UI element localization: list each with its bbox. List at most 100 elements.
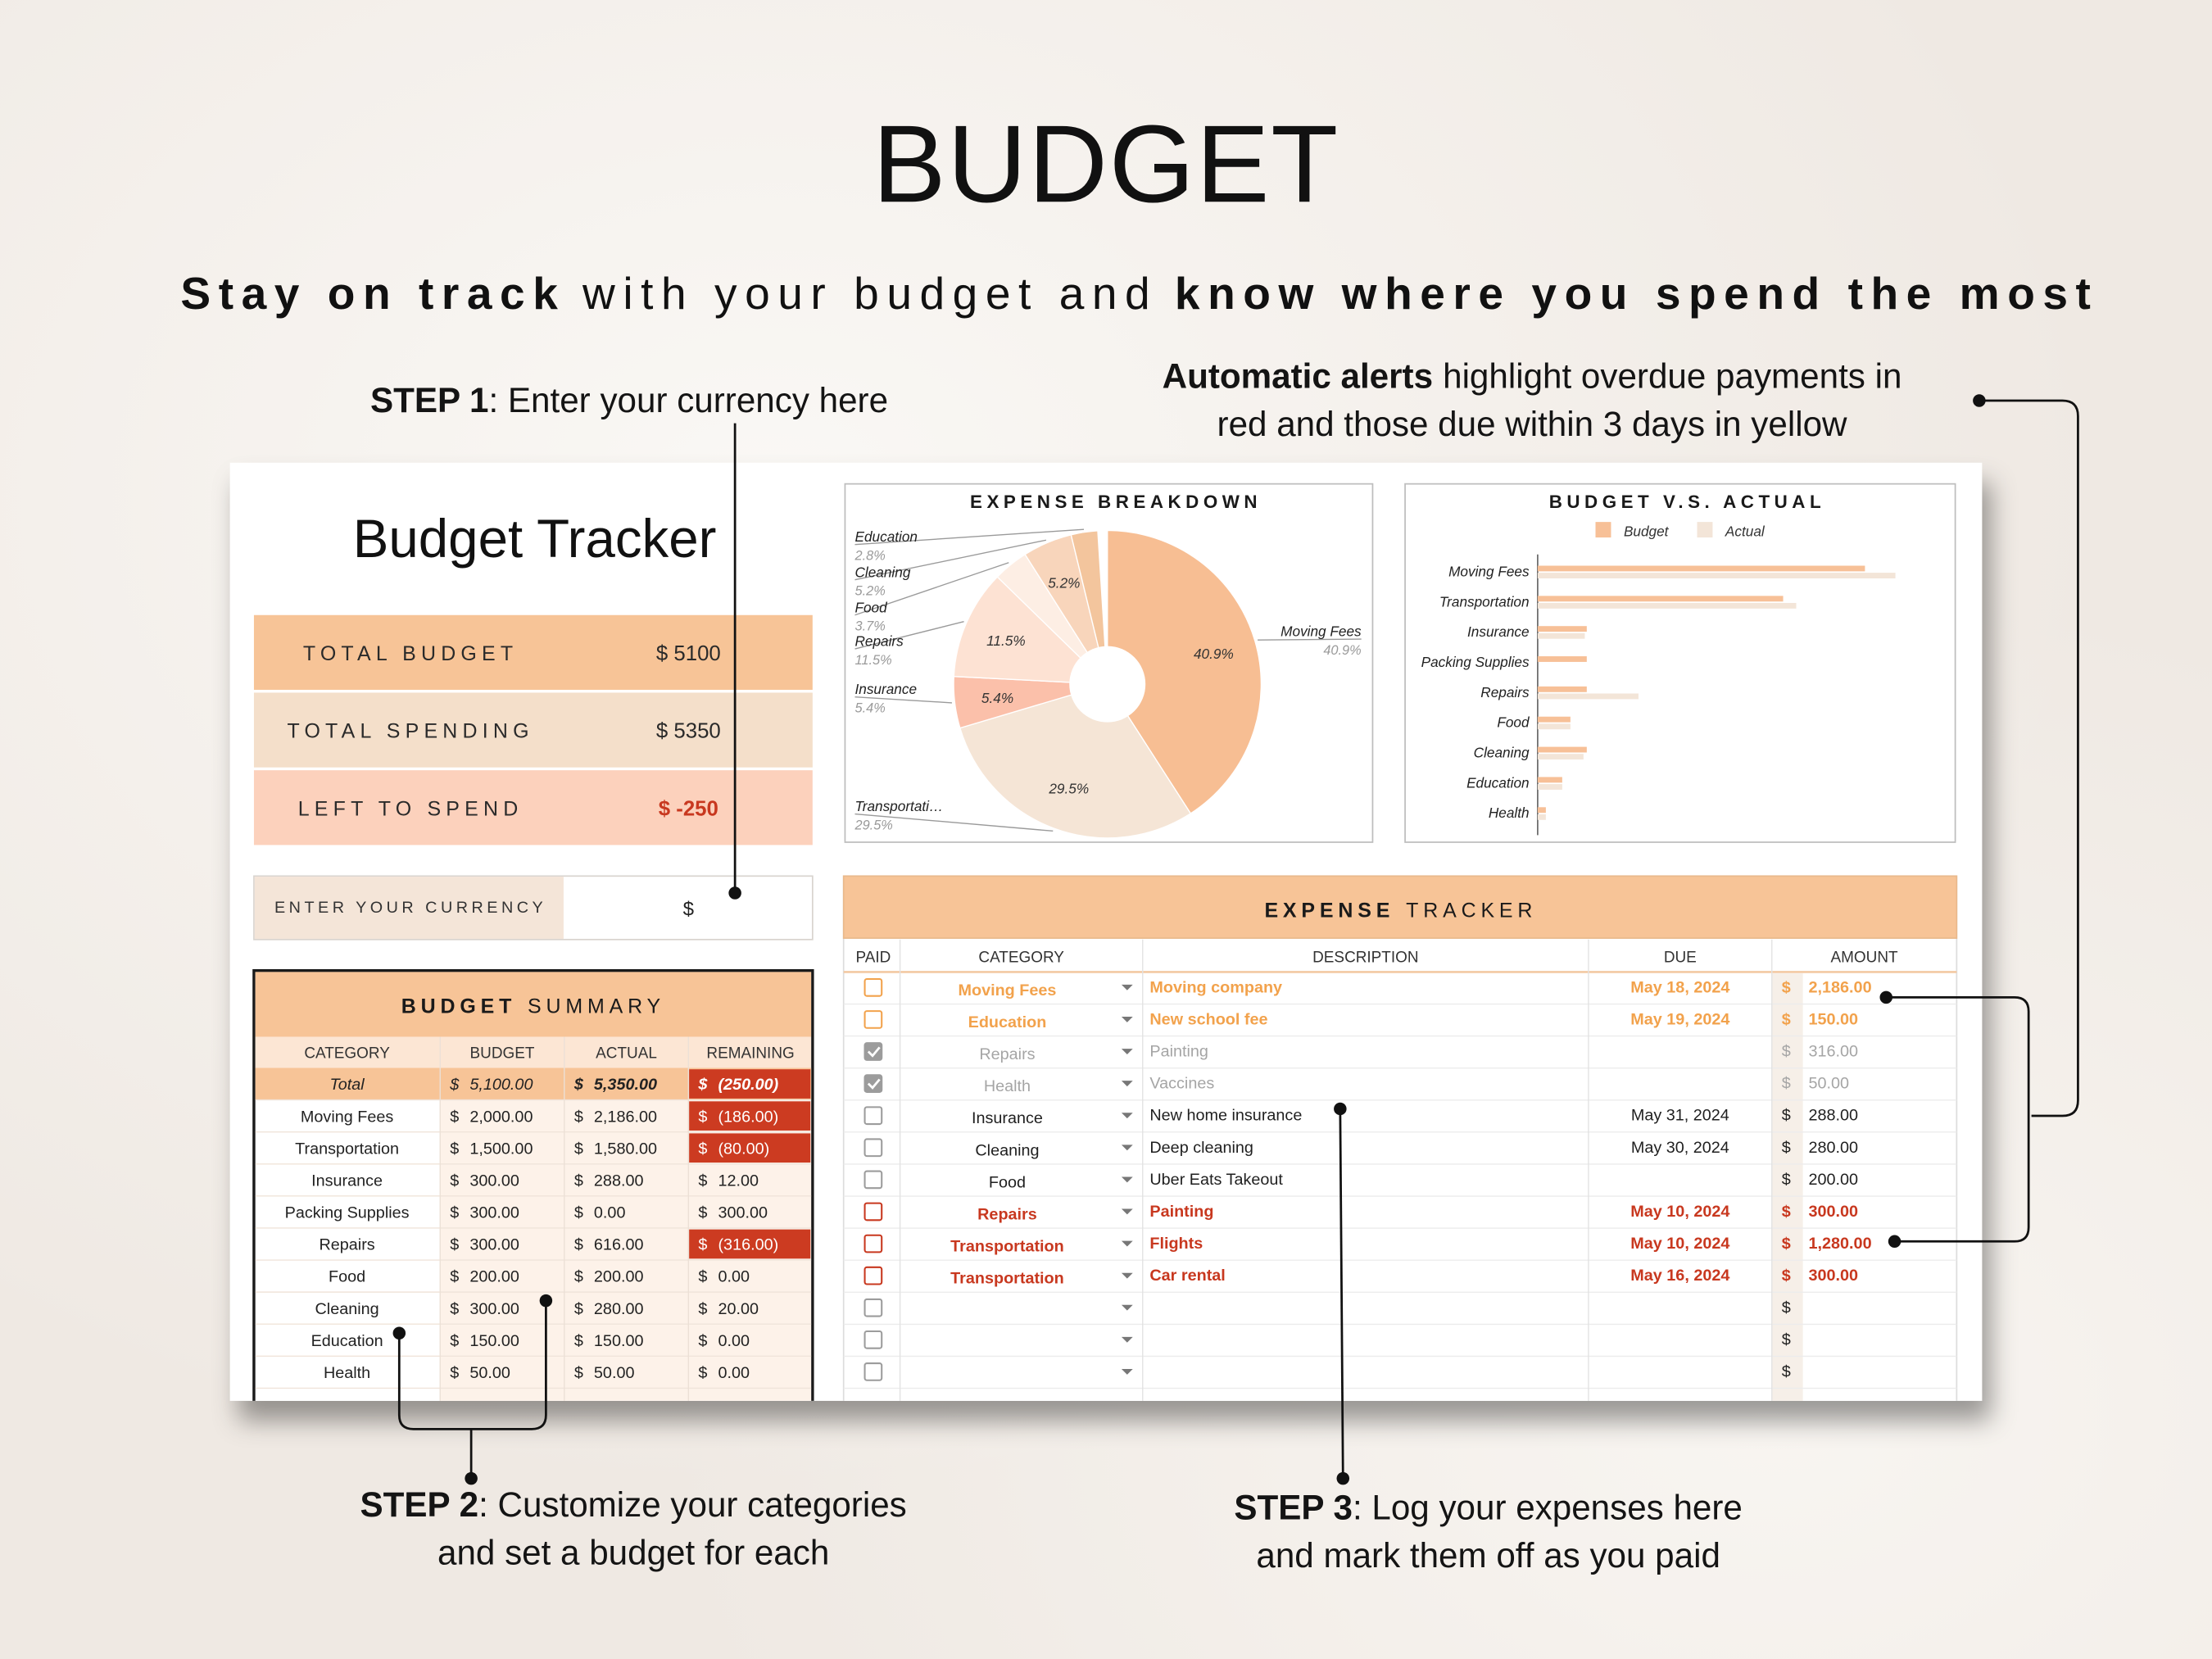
- paid-checkbox[interactable]: [863, 1010, 883, 1029]
- pie-percent-label: 3.7%: [854, 619, 885, 634]
- currency-symbol: $: [698, 1140, 707, 1158]
- summary-amount: 150.00: [594, 1332, 644, 1350]
- chart-title: EXPENSE BREAKDOWN: [970, 492, 1262, 512]
- dropdown-arrow[interactable]: [1121, 1368, 1133, 1375]
- currency-symbol: $: [698, 1204, 707, 1222]
- summary-col-label: REMAINING: [706, 1045, 794, 1062]
- paid-checkbox[interactable]: [863, 1298, 883, 1317]
- bar-category-label: Health: [1489, 805, 1530, 821]
- summary-amount: (186.00): [718, 1108, 778, 1126]
- summary-amount: 280.00: [594, 1300, 644, 1318]
- tracker-col-label: DESCRIPTION: [1312, 949, 1418, 966]
- dropdown-arrow[interactable]: [1121, 1336, 1133, 1343]
- summary-over-cell: [689, 1229, 811, 1259]
- tracker-due: May 10, 2024: [1630, 1203, 1729, 1221]
- summary-title: BUDGET SUMMARY: [401, 995, 665, 1018]
- dot: [1336, 1471, 1350, 1485]
- dropdown-arrow[interactable]: [1121, 1145, 1133, 1151]
- paid-checkbox[interactable]: [863, 1170, 883, 1190]
- currency-symbol: $: [1782, 1203, 1791, 1221]
- bar: [1537, 693, 1639, 700]
- dropdown-arrow[interactable]: [1121, 1081, 1133, 1087]
- dropdown-arrow[interactable]: [1121, 1017, 1133, 1022]
- pie-value-label: 11.5%: [986, 632, 1026, 649]
- dot: [1879, 990, 1892, 1004]
- paid-checkbox[interactable]: [863, 1266, 883, 1285]
- pie-value-label: 5.4%: [981, 690, 1013, 706]
- currency-symbol: $: [1782, 1075, 1791, 1093]
- currency-symbol: $: [450, 1108, 459, 1126]
- dropdown-arrow[interactable]: [1121, 1272, 1133, 1279]
- paid-checkbox[interactable]: [863, 1074, 883, 1093]
- tracker-amount: 200.00: [1809, 1171, 1859, 1189]
- legend-label: Actual: [1725, 523, 1766, 539]
- tracker-amount: 288.00: [1809, 1107, 1859, 1125]
- tracker-due: May 10, 2024: [1630, 1235, 1729, 1253]
- pie-category-label: Cleaning: [854, 564, 910, 580]
- paid-checkbox[interactable]: [863, 1330, 883, 1349]
- dropdown-arrow[interactable]: [1121, 1176, 1133, 1183]
- tracker-description: Moving company: [1149, 978, 1282, 996]
- paid-checkbox[interactable]: [863, 1362, 883, 1381]
- dropdown-arrow[interactable]: [1121, 1208, 1133, 1215]
- paid-checkbox[interactable]: [863, 1138, 883, 1158]
- callout-text: and set a budget for each: [437, 1534, 829, 1572]
- currency-symbol: $: [450, 1332, 459, 1350]
- summary-amount: 1,580.00: [594, 1140, 657, 1158]
- card-value: $ 5100: [656, 642, 721, 665]
- callout-text: STEP 2: Customize your categories: [360, 1485, 907, 1524]
- tracker-category: Repairs: [979, 1045, 1035, 1063]
- currency-symbol: $: [450, 1268, 459, 1286]
- currency-symbol: $: [450, 1236, 459, 1254]
- tracker-amount: 280.00: [1809, 1139, 1859, 1157]
- currency-symbol: $: [450, 1364, 459, 1382]
- tracker-description: New school fee: [1149, 1010, 1267, 1028]
- currency-value[interactable]: $: [683, 899, 695, 921]
- pie-leader: [854, 813, 1054, 832]
- tracker-due: May 19, 2024: [1630, 1010, 1729, 1028]
- dropdown-arrow[interactable]: [1121, 984, 1133, 990]
- dropdown-arrow[interactable]: [1121, 1304, 1133, 1311]
- summary-amount: 0.00: [594, 1204, 626, 1222]
- connector-step3: [1339, 1108, 1344, 1479]
- currency-symbol: $: [1782, 1043, 1791, 1061]
- paid-checkbox[interactable]: [863, 1202, 883, 1222]
- pie-slice: [1107, 529, 1262, 814]
- tracker-category: Cleaning: [975, 1141, 1039, 1159]
- summary-col-label: ACTUAL: [596, 1045, 657, 1062]
- bar-category-label: Transportation: [1439, 593, 1530, 610]
- pie-percent-label: 5.2%: [854, 584, 885, 599]
- dot: [728, 886, 741, 900]
- bar: [1537, 754, 1584, 760]
- paid-checkbox[interactable]: [863, 1234, 883, 1253]
- tracker-description: New home insurance: [1149, 1107, 1302, 1125]
- dropdown-arrow[interactable]: [1121, 1240, 1133, 1247]
- subtitle-part: with your budget and: [582, 268, 1150, 319]
- summary-amount: 150.00: [469, 1332, 519, 1350]
- paid-checkbox[interactable]: [863, 977, 883, 997]
- tracker-description: Vaccines: [1149, 1075, 1214, 1093]
- bar: [1537, 632, 1585, 639]
- bar: [1537, 716, 1571, 723]
- currency-symbol: $: [574, 1108, 583, 1126]
- currency-symbol: $: [1782, 1299, 1791, 1317]
- summary-amount: 200.00: [469, 1268, 519, 1286]
- paid-checkbox[interactable]: [863, 1106, 883, 1126]
- tracker-title-part: TRACKER: [1406, 899, 1537, 922]
- card-value: $ 5350: [656, 720, 721, 743]
- dropdown-arrow[interactable]: [1121, 1113, 1133, 1119]
- summary-amount: 5,350.00: [594, 1076, 657, 1094]
- dropdown-arrow[interactable]: [1121, 1049, 1133, 1054]
- tracker-header: [842, 875, 1958, 939]
- pie-leader: [854, 562, 1009, 616]
- currency-symbol: $: [574, 1172, 583, 1190]
- tracker-description: Car rental: [1149, 1267, 1225, 1285]
- bar: [1537, 686, 1587, 692]
- sheet-title: Budget Tracker: [353, 509, 717, 569]
- currency-symbol: $: [698, 1332, 707, 1350]
- pie-value-label: 5.2%: [1048, 575, 1080, 592]
- summary-amount: 0.00: [718, 1332, 750, 1350]
- paid-checkbox[interactable]: [863, 1042, 883, 1061]
- callout-text: red and those due within 3 days in yello…: [1217, 405, 1847, 443]
- chart-title: BUDGET V.S. ACTUAL: [1549, 492, 1825, 512]
